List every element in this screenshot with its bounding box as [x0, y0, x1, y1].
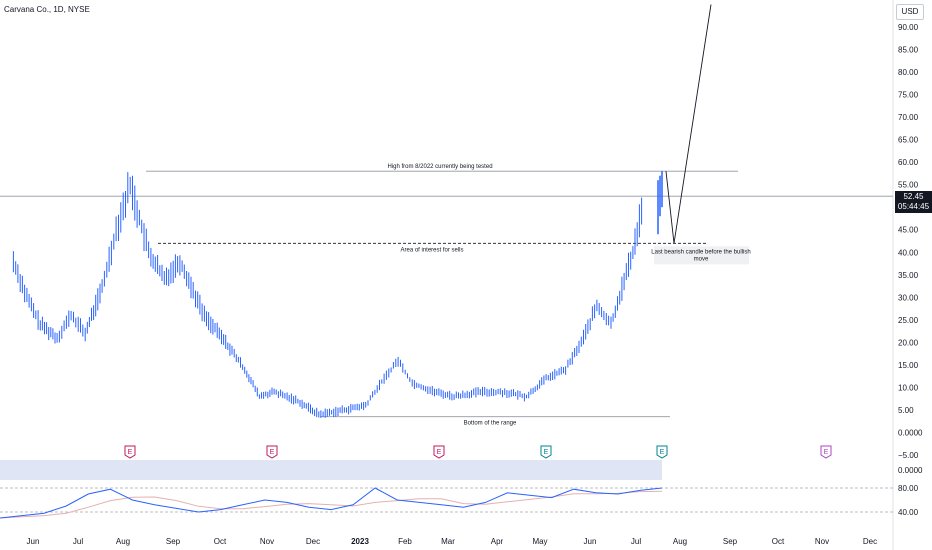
- price-tag: 52.45 05:44:45: [895, 191, 932, 213]
- time-tick-label: Nov: [815, 537, 829, 546]
- rsi-axis-label: 40.00: [898, 508, 919, 517]
- time-tick-label: Nov: [260, 537, 274, 546]
- price-tick-label: −5.00: [898, 451, 919, 460]
- price-tick-label: 40.00: [898, 248, 919, 257]
- price-tag-countdown: 05:44:45: [897, 202, 930, 211]
- earnings-marker: E: [124, 445, 136, 459]
- time-tick-label: Jul: [73, 537, 83, 546]
- time-tick-label: Jun: [27, 537, 40, 546]
- price-tick-label: 80.00: [898, 68, 919, 77]
- earnings-shape: [433, 445, 445, 459]
- time-tick-label: Sep: [166, 537, 181, 546]
- price-tick-label: 85.00: [898, 46, 919, 55]
- callout-text: move: [694, 256, 709, 262]
- rsi-axis-label: 80.00: [898, 484, 919, 493]
- rsi-line: [0, 487, 663, 519]
- price-tick-label: 15.00: [898, 361, 919, 370]
- time-tick-label: Jul: [631, 537, 641, 546]
- earnings-marker: E: [540, 445, 552, 459]
- price-tick-label: 10.00: [898, 383, 919, 392]
- earnings-label: E: [437, 449, 442, 456]
- earnings-marker: E: [820, 445, 832, 459]
- time-tick-label: Feb: [398, 537, 412, 546]
- projection-path: [665, 4, 712, 244]
- price-tick-label: 30.00: [898, 293, 919, 302]
- earnings-label: E: [824, 449, 829, 456]
- time-tick-label: May: [532, 537, 547, 546]
- callout-text: Last bearish candle before the bullish: [651, 249, 750, 255]
- price-tick-label: 25.00: [898, 316, 919, 325]
- earnings-label: E: [270, 449, 275, 456]
- price-tick-label: 75.00: [898, 91, 919, 100]
- price-tick-label: 35.00: [898, 271, 919, 280]
- earnings-shape: [266, 445, 278, 459]
- price-tick-label: 55.00: [898, 181, 919, 190]
- time-tick-label: Dec: [306, 537, 320, 546]
- chart-title: Carvana Co., 1D, NYSE: [4, 5, 90, 14]
- price-tick-label: 65.00: [898, 136, 919, 145]
- earnings-shape: [820, 445, 832, 459]
- price-tick-label: 60.00: [898, 158, 919, 167]
- time-tick-label: Aug: [673, 537, 687, 546]
- time-tick-label: Aug: [116, 537, 130, 546]
- volume-band: [0, 460, 662, 480]
- price-tag-value: 52.45: [903, 192, 924, 201]
- price-tick-label: 45.00: [898, 226, 919, 235]
- time-tick-label: Sep: [723, 537, 738, 546]
- volume-axis-label: 0.0000: [898, 466, 923, 475]
- earnings-shape: [540, 445, 552, 459]
- price-tick-label: 90.00: [898, 23, 919, 32]
- price-tick-label: 70.00: [898, 113, 919, 122]
- price-tick-label: 5.00: [898, 406, 914, 415]
- time-tick-label: Jun: [584, 537, 597, 546]
- earnings-marker: E: [266, 445, 278, 459]
- earnings-label: E: [128, 449, 133, 456]
- earnings-shape: [656, 445, 668, 459]
- time-tick-label: Oct: [214, 537, 227, 546]
- earnings-marker: E: [433, 445, 445, 459]
- earnings-label: E: [660, 449, 665, 456]
- time-tick-label: Oct: [772, 537, 785, 546]
- price-tick-label: 0.0000: [898, 428, 923, 437]
- line-annotation: Bottom of the range: [464, 421, 517, 427]
- earnings-marker: E: [656, 445, 668, 459]
- currency-button[interactable]: USD: [896, 4, 924, 20]
- time-tick-label: 2023: [351, 537, 369, 546]
- rsi-ma-line: [0, 490, 663, 519]
- time-tick-label: Mar: [441, 537, 455, 546]
- time-tick-label: Dec: [863, 537, 877, 546]
- earnings-shape: [124, 445, 136, 459]
- line-annotation: Area of interest for sells: [400, 247, 463, 253]
- time-tick-label: Apr: [491, 537, 504, 546]
- earnings-label: E: [544, 449, 549, 456]
- price-tick-label: 20.00: [898, 338, 919, 347]
- line-annotation: High from 8/2022 currently being tested: [387, 164, 492, 170]
- callout-box: [654, 246, 749, 265]
